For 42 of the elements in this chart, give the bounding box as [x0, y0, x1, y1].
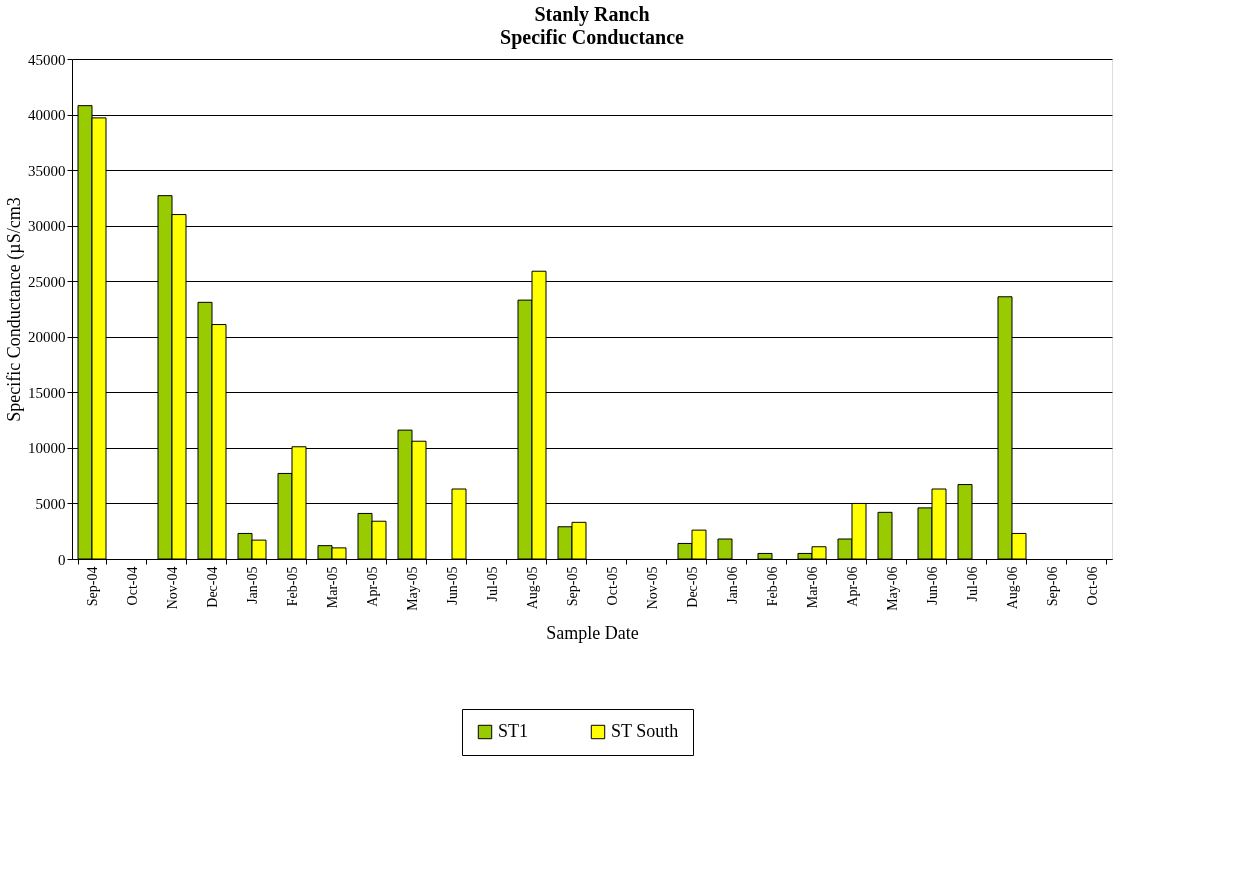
x-tick-label: Jun-05 — [444, 566, 460, 605]
chart-title: Stanly Ranch — [534, 3, 650, 26]
y-tick-label: 5000 — [35, 495, 66, 512]
y-tick-label: 35000 — [28, 162, 66, 179]
legend-label: ST South — [611, 721, 679, 741]
x-tick-label: Jan-06 — [724, 566, 740, 604]
x-tick-label: Jan-05 — [244, 566, 260, 604]
x-tick-label: Jul-05 — [484, 566, 500, 602]
x-tick-label: Nov-04 — [164, 566, 180, 610]
x-tick-label: Jul-06 — [964, 566, 980, 602]
x-tick-label: Apr-05 — [364, 566, 380, 607]
x-tick-label: Sep-04 — [84, 566, 100, 607]
y-tick-label: 0 — [58, 551, 66, 568]
y-tick-label: 20000 — [28, 329, 66, 346]
x-tick-label: Feb-05 — [284, 566, 300, 607]
y-tick-label: 45000 — [28, 51, 66, 68]
legend-label: ST1 — [498, 721, 529, 741]
y-tick-label: 30000 — [28, 218, 66, 235]
x-axis-title: Sample Date — [546, 622, 639, 643]
x-tick-label: Dec-04 — [204, 566, 220, 608]
x-tick-label: Nov-05 — [644, 566, 660, 610]
x-tick-label: Oct-05 — [604, 566, 620, 606]
y-tick-label: 15000 — [28, 384, 66, 401]
x-tick-label: Oct-04 — [124, 566, 140, 606]
y-tick-label: 40000 — [28, 107, 66, 124]
x-tick-label: Apr-06 — [844, 566, 860, 607]
y-tick-label: 25000 — [28, 273, 66, 290]
x-tick-label: Feb-06 — [764, 566, 780, 607]
x-tick-label: Mar-05 — [324, 566, 340, 609]
x-tick-label: Dec-05 — [684, 566, 700, 608]
x-tick-label: May-06 — [884, 566, 900, 611]
y-tick-label: 10000 — [28, 440, 66, 457]
x-tick-label: Aug-06 — [1004, 566, 1020, 610]
x-tick-label: Oct-06 — [1084, 566, 1100, 606]
x-tick-label: Mar-06 — [804, 566, 820, 609]
x-tick-label: May-05 — [404, 566, 420, 611]
chart-subtitle: Specific Conductance — [500, 26, 685, 49]
x-tick-label: Aug-05 — [524, 566, 540, 610]
y-axis-title: Specific Conductance (µS/cm3 — [4, 197, 25, 422]
x-tick-label: Sep-06 — [1044, 566, 1060, 607]
x-tick-label: Jun-06 — [924, 566, 940, 605]
x-tick-label: Sep-05 — [564, 566, 580, 607]
